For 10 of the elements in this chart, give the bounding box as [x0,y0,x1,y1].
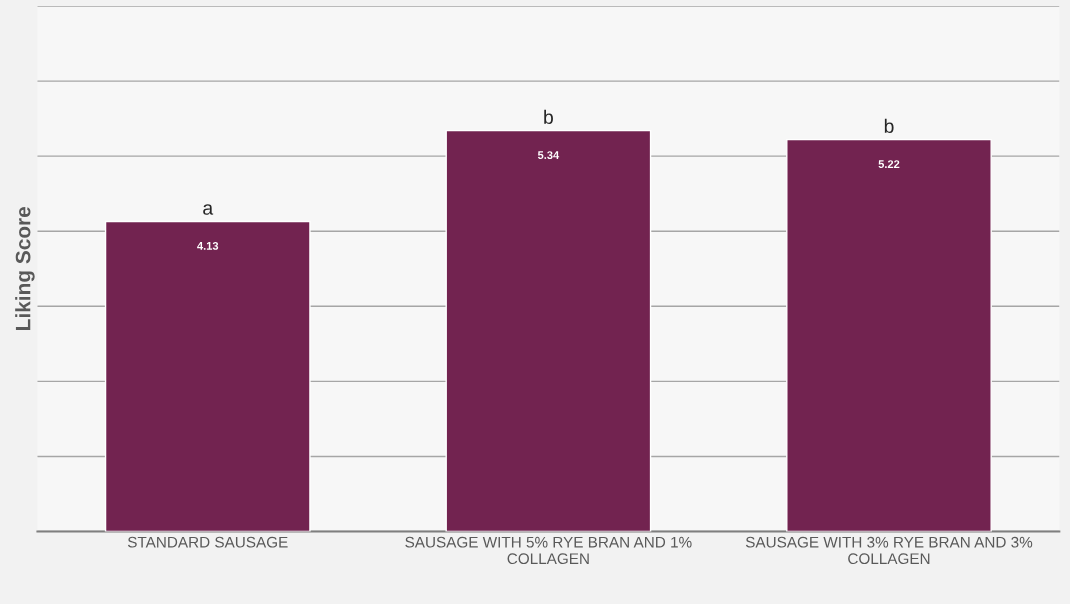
annotation: a [203,204,214,215]
data-label: 5.34 [537,151,560,160]
annotation: b [884,118,894,134]
data-label: 4.13 [197,241,219,250]
x-tick-label: SAUSAGE WITH 3% RYE BRAN AND 3% COLLAGEN [745,536,1033,565]
y-axis-title: Liking Score [15,206,35,330]
annotation: b [544,109,553,125]
data-label: 5.22 [878,160,900,169]
x-tick-label: STANDARD SAUSAGE [127,536,288,548]
x-tick-label: SAUSAGE WITH 5% RYE BRAN AND 1% COLLAGEN [405,536,692,565]
